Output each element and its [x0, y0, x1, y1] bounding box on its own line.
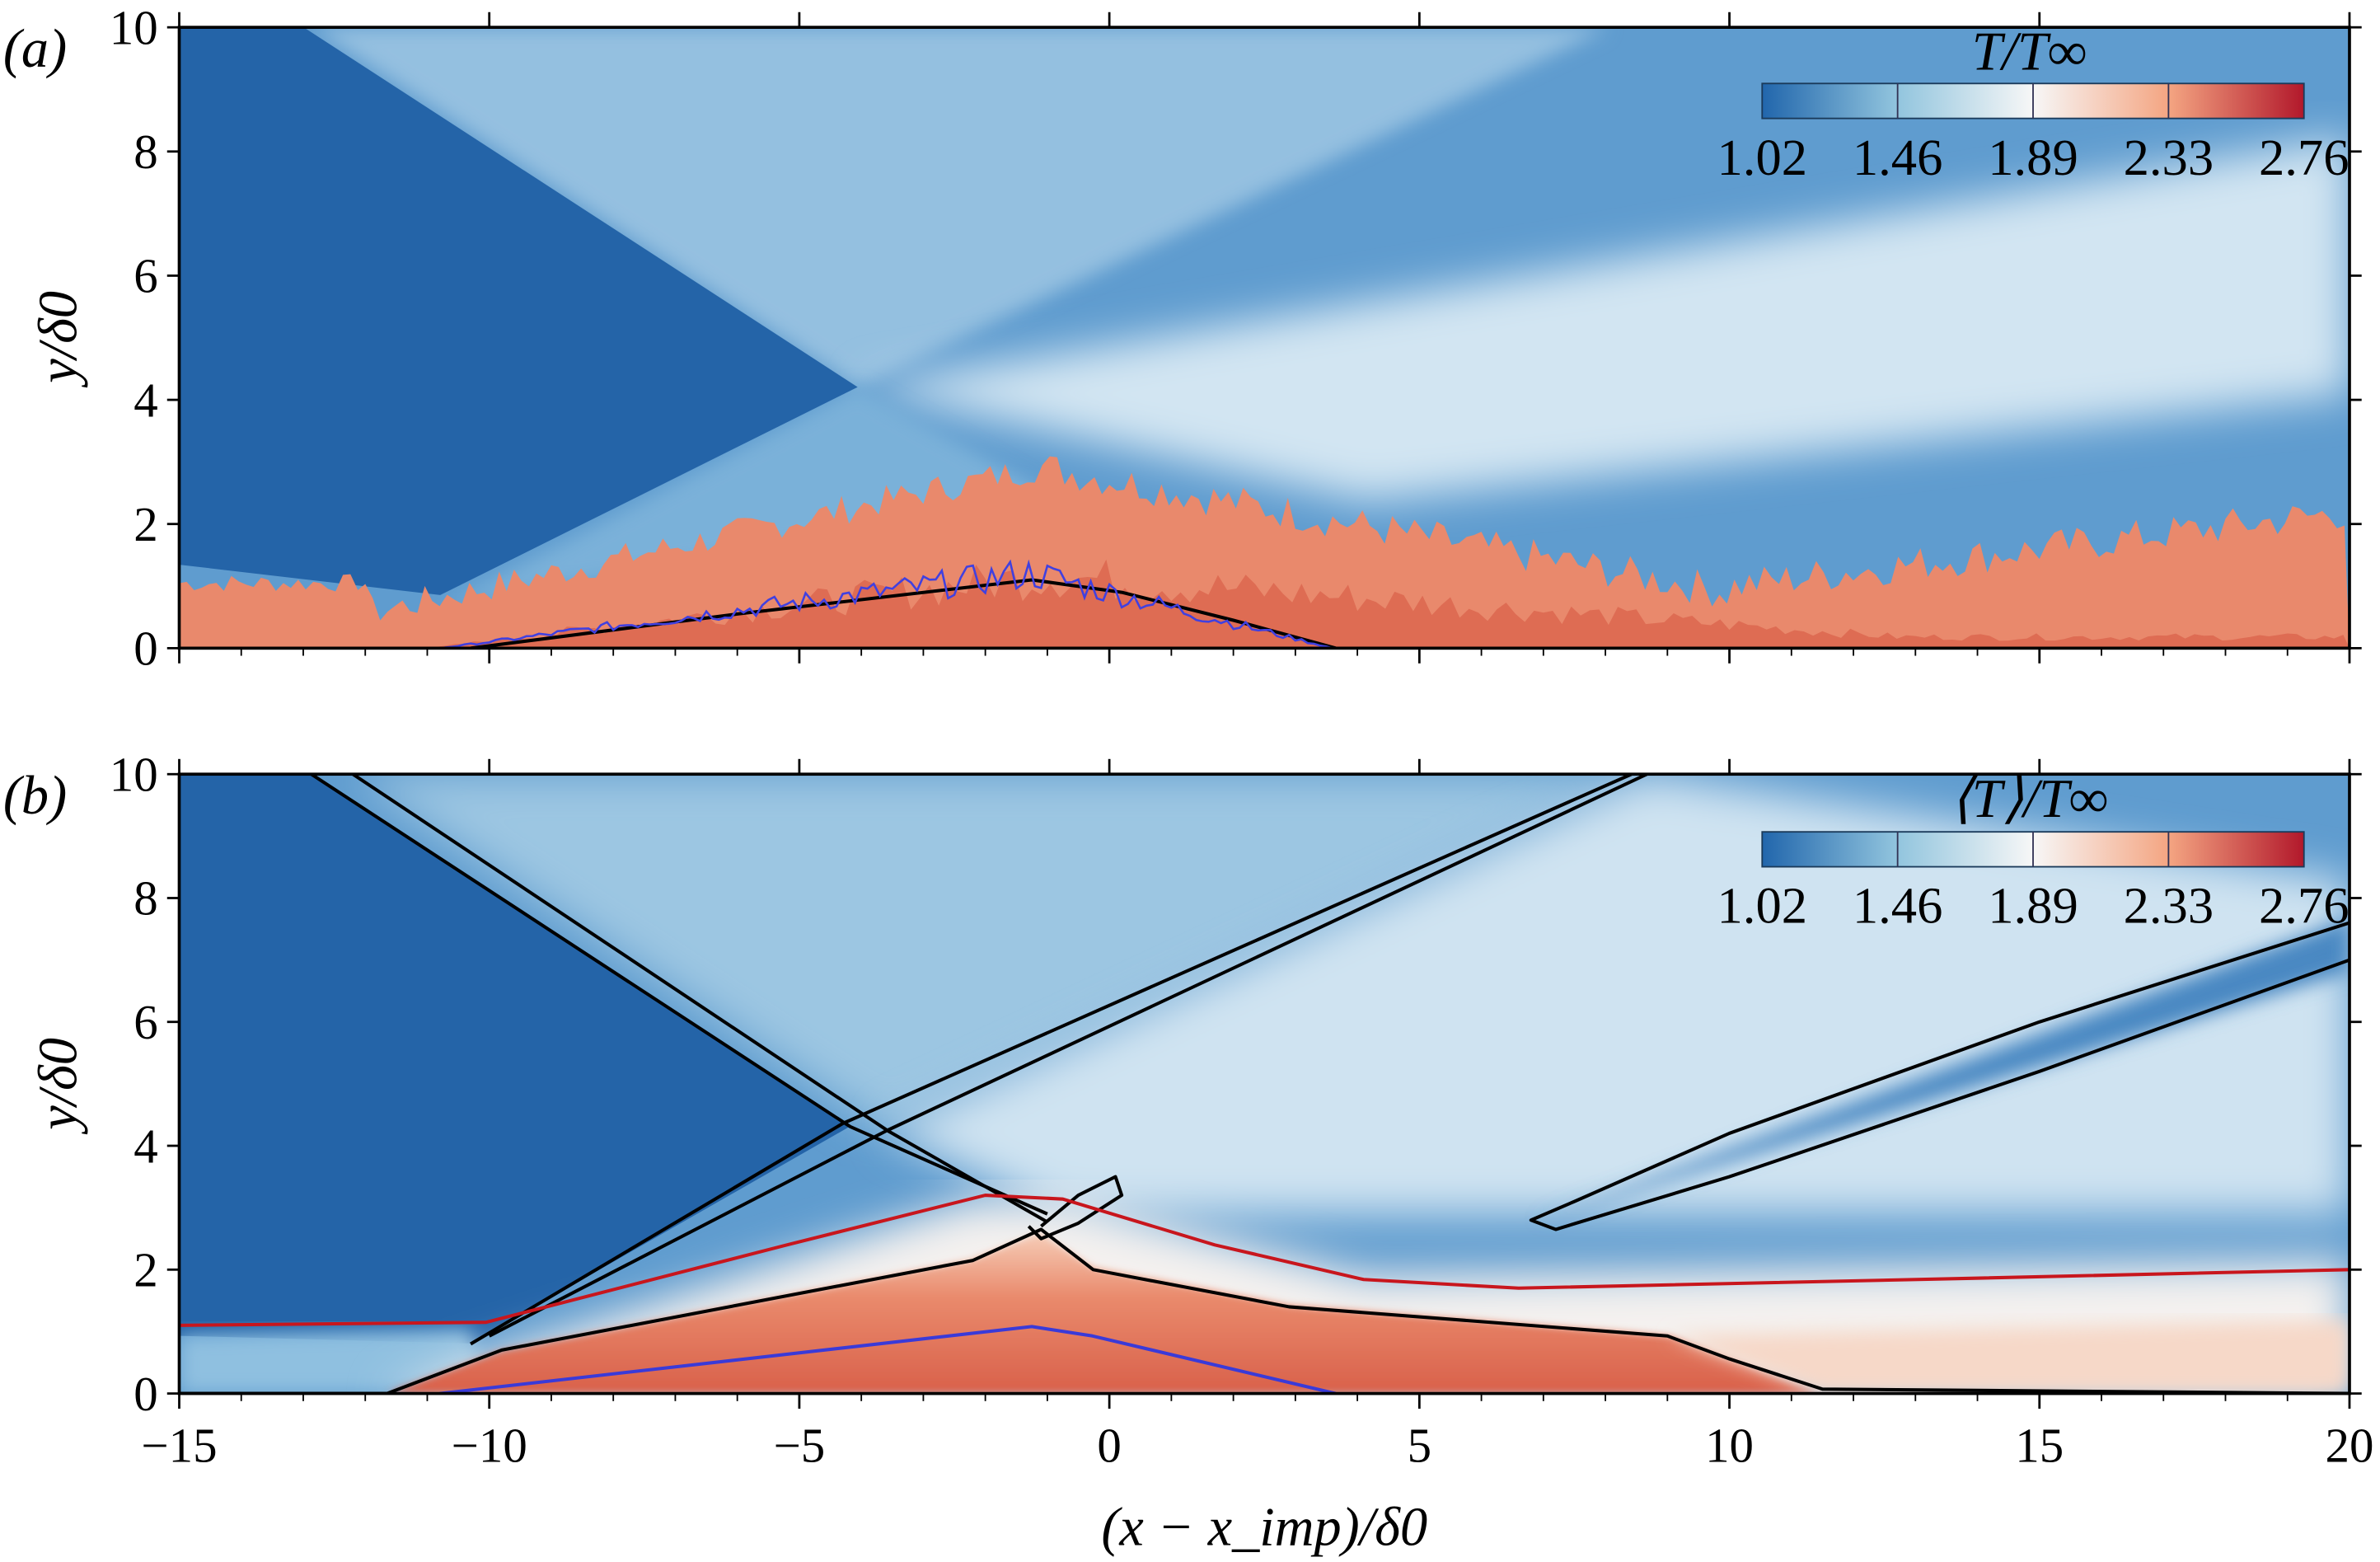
- y-tick-label: 8: [134, 124, 157, 179]
- panel-b-field: [179, 774, 2350, 1394]
- colorbar-tick-label: 1.02: [1717, 129, 1807, 186]
- panel-b-frame: [177, 772, 2351, 1395]
- x-tick-label: 10: [1705, 1418, 1754, 1472]
- contour-line: [1027, 1175, 1124, 1241]
- colorbar-title-a: T/T∞: [1972, 22, 2087, 82]
- x-tick-label: 20: [2326, 1418, 2374, 1472]
- y-tick-label: 10: [110, 747, 158, 801]
- colorbar-tick-label: 1.02: [1717, 877, 1807, 935]
- y-tick-label: 10: [110, 0, 158, 54]
- turbulent-core: [427, 559, 2350, 649]
- contour-line: [439, 1325, 1337, 1394]
- contour-line: [179, 1194, 2350, 1327]
- contour-line: [470, 578, 1337, 649]
- colorbar-tick-label: 1.89: [1988, 129, 2078, 186]
- colorbar-tick-label: 2.33: [2124, 129, 2214, 186]
- colorbar-tick-label: 1.46: [1853, 129, 1943, 186]
- x-tick-label: 15: [2015, 1418, 2064, 1472]
- contour-line: [1529, 921, 2350, 1231]
- y-tick-label: 6: [134, 249, 157, 303]
- colorbar-tick-label: 2.76: [2259, 129, 2350, 186]
- x-tick-label: 5: [1408, 1418, 1431, 1472]
- x-tick-label: −15: [141, 1418, 217, 1472]
- colorbar-b: ⟨T⟩/T∞ 1.02 1.46 1.89 2.33 2.76: [1717, 769, 2349, 935]
- x-tick-label: 0: [1097, 1418, 1121, 1472]
- y-tick-label: 4: [134, 373, 157, 427]
- colorbar-title-b: ⟨T⟩/T∞: [1951, 769, 2108, 829]
- turbulent-boundary-layer: [179, 456, 2350, 649]
- iso-contour-blue: [439, 559, 1333, 649]
- axes: 0 2 4 6 8 10 −15 −10 −5 0 5 10 15 20 0 2 4 6 8 10: [110, 0, 2374, 1472]
- y-tick-label: 6: [134, 995, 157, 1049]
- contour-line: [470, 774, 1633, 1346]
- y-tick-label: 8: [134, 871, 157, 926]
- x-axis-label: (x − x_imp)/δ0: [1101, 1498, 1427, 1558]
- panel-a-contours: [439, 559, 1337, 649]
- colorbar-tick-label: 2.76: [2259, 877, 2350, 935]
- panel-label-b: (b): [3, 766, 67, 826]
- y-tick-label: 0: [134, 1367, 157, 1421]
- panel-a-field: [179, 27, 2350, 649]
- y-tick-label: 0: [134, 622, 157, 676]
- panel-label-a: (a): [3, 19, 67, 79]
- colorbar-tick-label: 2.33: [2124, 877, 2214, 935]
- colorbar-tick-label: 1.46: [1853, 877, 1943, 935]
- x-tick-label: −5: [774, 1418, 826, 1472]
- contour-line: [488, 774, 1648, 1338]
- colorbar-tick-label: 1.89: [1988, 877, 2078, 935]
- contour-line: [179, 1227, 2350, 1394]
- y-tick-label: 2: [134, 1243, 157, 1297]
- colorbar-a: T/T∞ 1.02 1.46 1.89 2.33 2.76: [1717, 22, 2349, 186]
- y-tick-label: 4: [134, 1119, 157, 1173]
- panel-a-frame: [177, 26, 2351, 650]
- y-tick-label: 2: [134, 497, 157, 551]
- x-tick-label: −10: [452, 1418, 527, 1472]
- y-axis-label-a: y/δ0: [28, 291, 88, 388]
- y-axis-label-b: y/δ0: [28, 1038, 88, 1135]
- panel-b-contours: [179, 774, 2350, 1394]
